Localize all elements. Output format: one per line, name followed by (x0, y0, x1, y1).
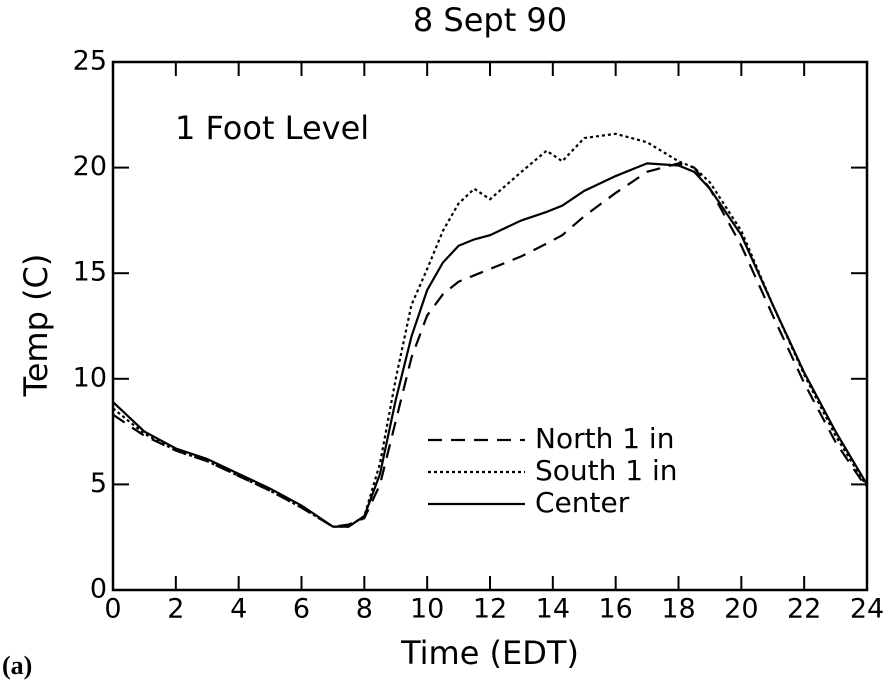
y-tick-label: 20 (73, 151, 107, 182)
x-tick-label: 22 (787, 594, 821, 625)
x-tick-label: 6 (293, 594, 310, 625)
line-series (112, 162, 868, 528)
x-tick-label: 8 (356, 594, 373, 625)
x-tick-label: 2 (167, 594, 184, 625)
x-tick-label: 10 (410, 594, 444, 625)
x-tick-label: 18 (661, 594, 695, 625)
x-tick-label: 12 (473, 594, 507, 625)
chart-title: 8 Sept 90 (413, 1, 567, 39)
legend-label: North 1 in (535, 422, 674, 455)
legend-label: Center (535, 486, 630, 519)
y-tick-label: 0 (90, 574, 107, 605)
y-tick-label: 10 (73, 362, 107, 393)
x-tick-label: 0 (104, 594, 121, 625)
x-tick-label: 20 (724, 594, 758, 625)
panel-label: (a) (2, 651, 32, 680)
line-series (112, 132, 868, 528)
x-tick-label: 16 (598, 594, 632, 625)
annotation: 1 Foot Level (175, 109, 369, 147)
legend-label: South 1 in (535, 454, 678, 487)
y-tick-label: 5 (90, 468, 107, 499)
x-tick-label: 4 (230, 594, 247, 625)
x-tick-label: 14 (536, 594, 570, 625)
x-axis-label: Time (EDT) (400, 634, 579, 672)
y-tick-label: 15 (73, 257, 107, 288)
y-axis-label: Temp (C) (17, 254, 55, 398)
y-tick-label: 25 (73, 46, 107, 77)
x-tick-label: 24 (850, 594, 884, 625)
